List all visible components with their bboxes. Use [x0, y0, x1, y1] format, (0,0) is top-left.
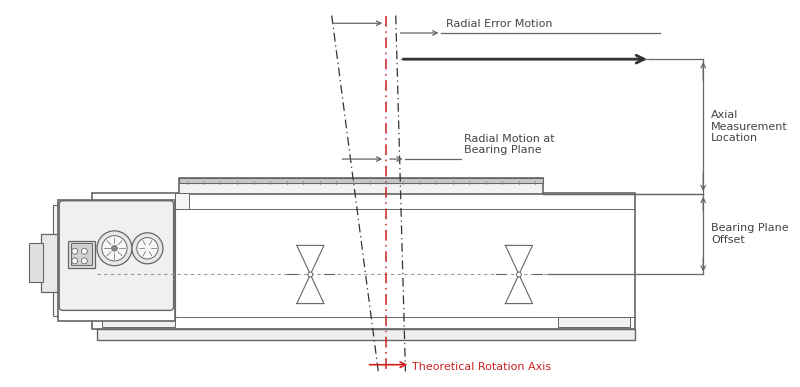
Text: Axial
Measurement
Location: Axial Measurement Location [711, 110, 788, 143]
Circle shape [72, 258, 78, 264]
Text: Radial Motion at
Bearing Plane: Radial Motion at Bearing Plane [464, 134, 554, 155]
Bar [174, 193, 189, 209]
Bar [179, 178, 543, 183]
Bar [179, 178, 543, 194]
Bar [97, 329, 635, 341]
Circle shape [82, 248, 87, 254]
Bar [558, 317, 630, 327]
Bar [54, 205, 174, 316]
Circle shape [308, 272, 313, 277]
Circle shape [132, 233, 163, 264]
Bar [68, 241, 95, 268]
Circle shape [97, 231, 132, 266]
Text: Bearing Plane
Offset: Bearing Plane Offset [711, 223, 789, 245]
Circle shape [111, 245, 118, 251]
Text: Theoretical Rotation Axis: Theoretical Rotation Axis [412, 361, 551, 372]
Bar [102, 317, 174, 327]
Circle shape [102, 236, 127, 261]
FancyBboxPatch shape [59, 201, 174, 310]
Text: Radial Error Motion: Radial Error Motion [446, 19, 553, 29]
Bar [41, 234, 60, 292]
Circle shape [137, 238, 158, 259]
Bar [92, 193, 635, 329]
Bar [58, 200, 174, 321]
Bar [71, 243, 92, 265]
Circle shape [82, 258, 87, 264]
Bar [29, 243, 42, 282]
Circle shape [72, 248, 78, 254]
Circle shape [517, 272, 522, 277]
